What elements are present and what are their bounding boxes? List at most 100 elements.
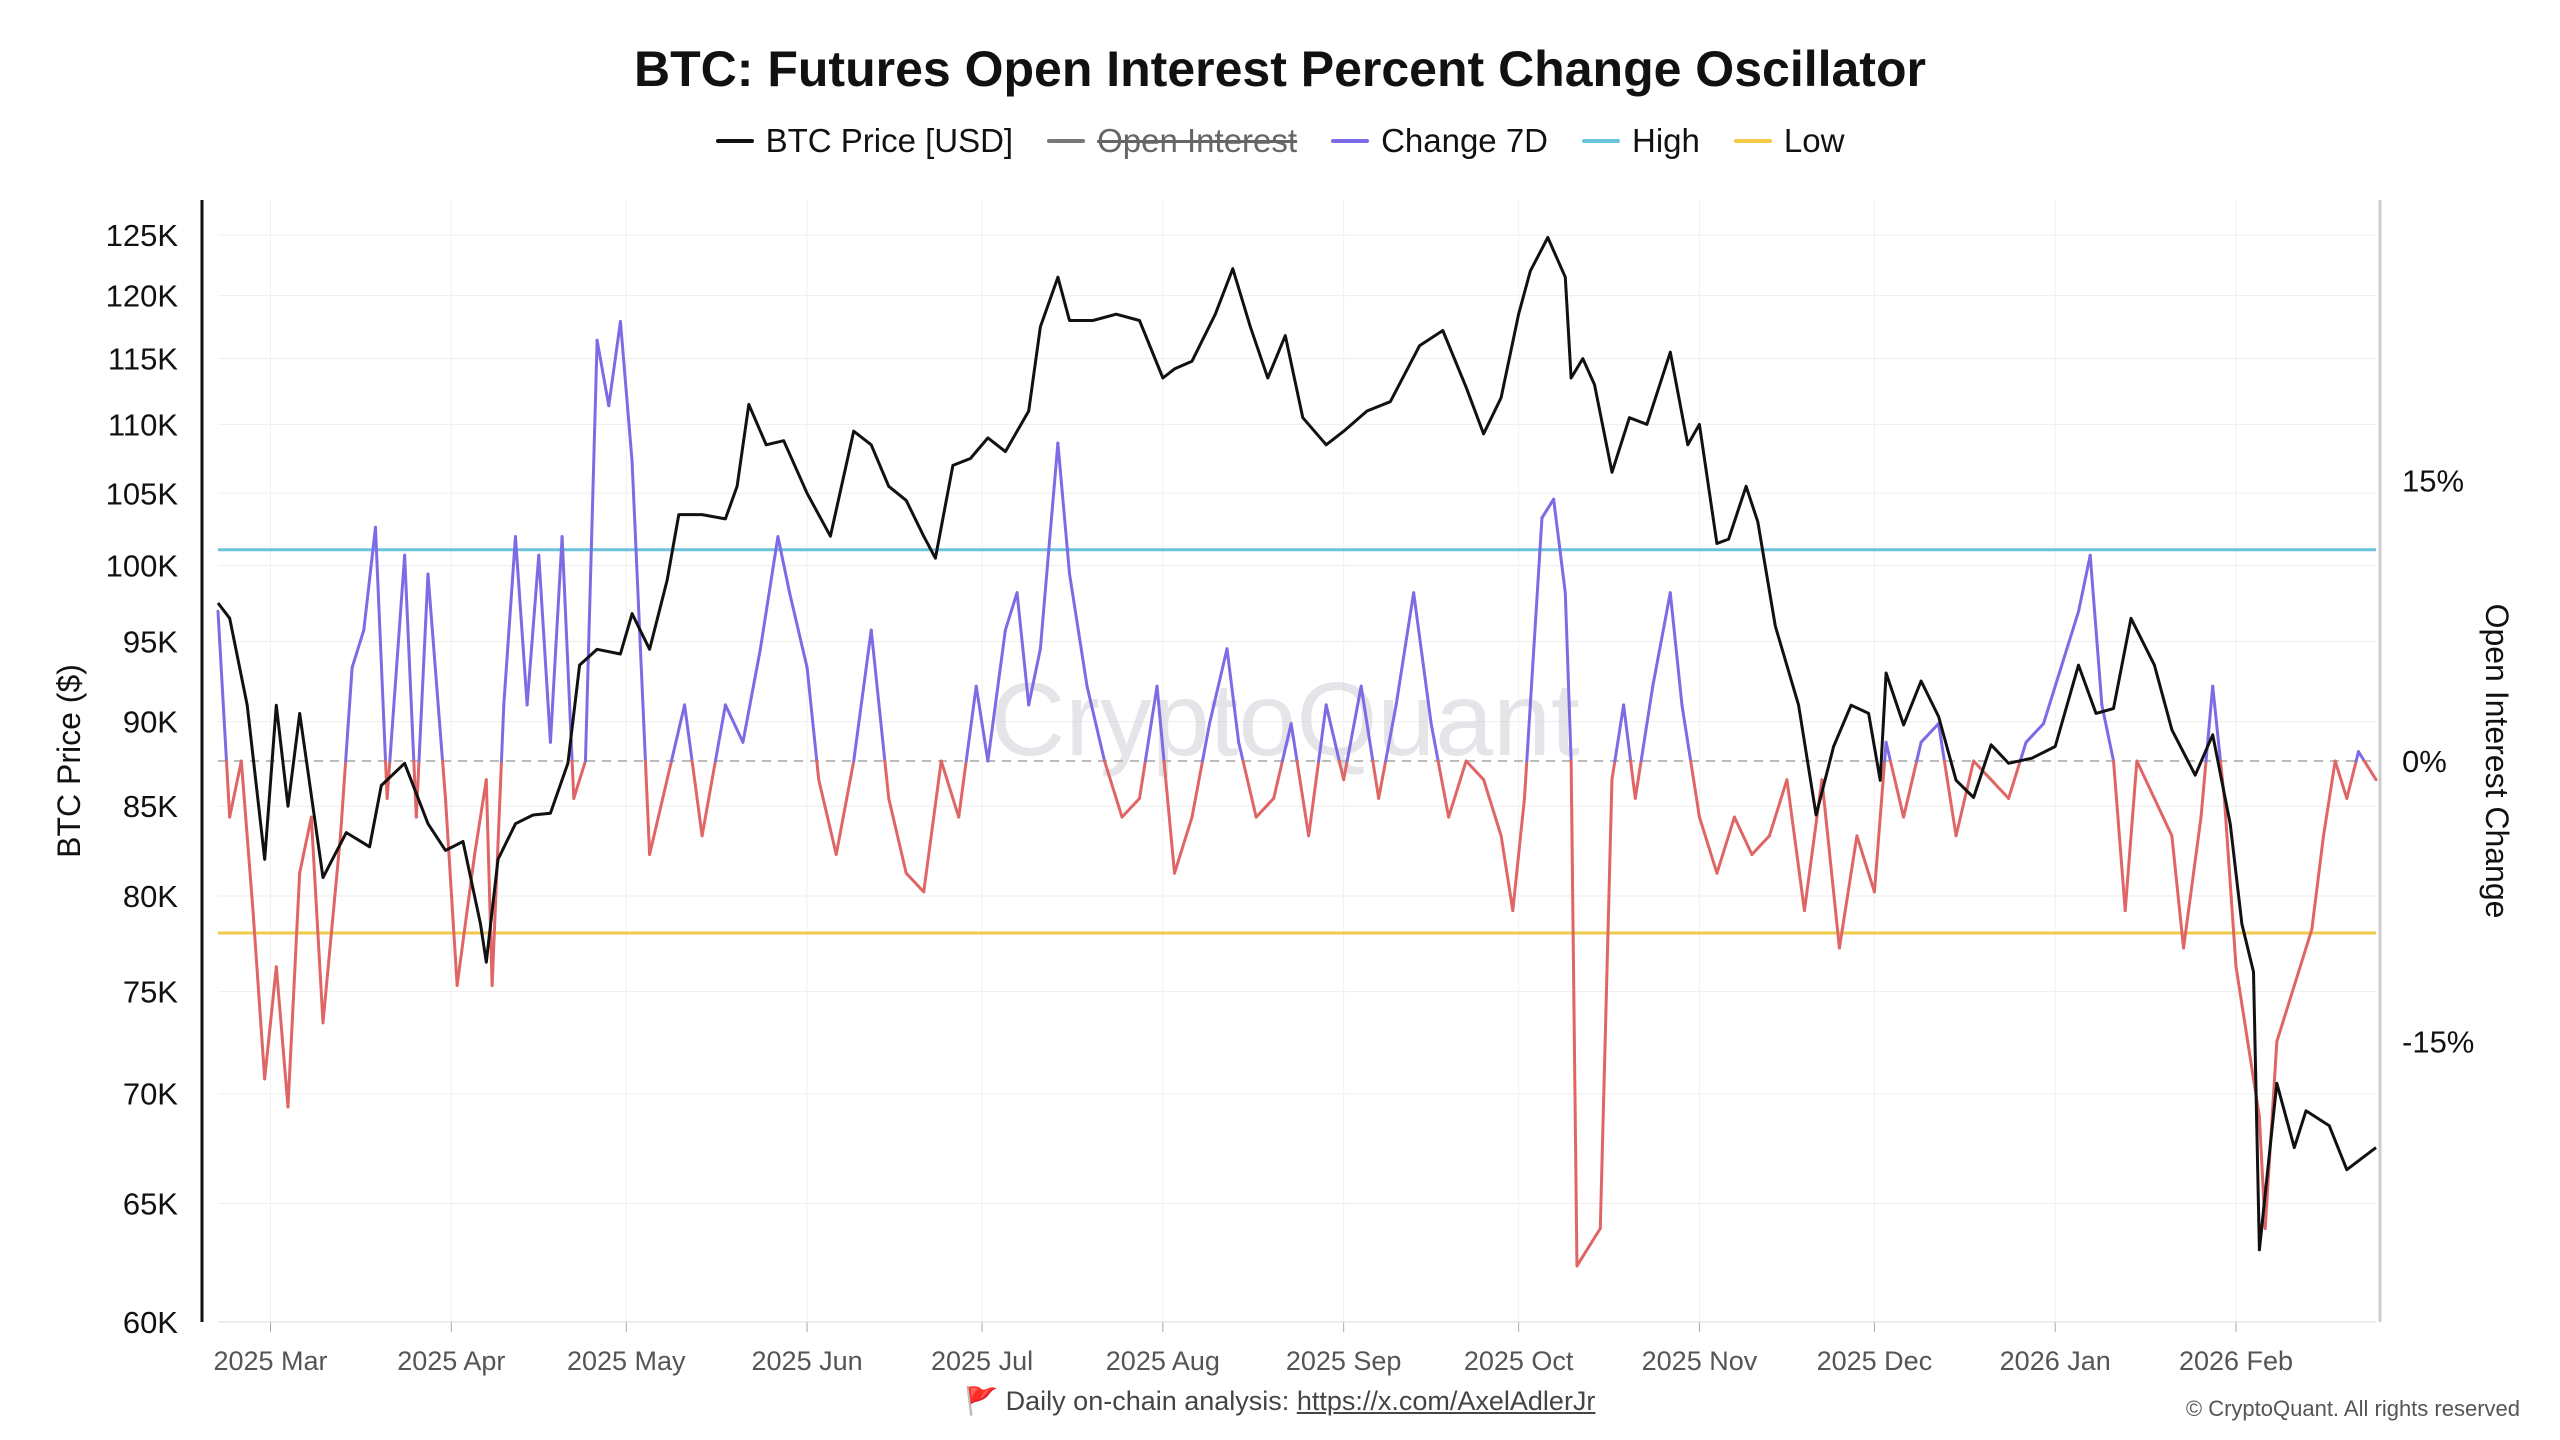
y-right-tick-label: 0% bbox=[2402, 744, 2447, 779]
legend-swatch-low bbox=[1733, 139, 1772, 143]
oscillator-segment bbox=[758, 535, 780, 651]
oscillator-segment bbox=[2170, 834, 2186, 950]
y-left-axis-title: BTC Price ($) bbox=[51, 664, 87, 858]
x-tick-label: 2025 Oct bbox=[1464, 1346, 1574, 1376]
oscillator-segment bbox=[513, 535, 529, 707]
oscillator-segment bbox=[228, 759, 243, 819]
oscillator-segment bbox=[904, 871, 926, 894]
oscillator-segment bbox=[2123, 759, 2139, 913]
oscillator-segment bbox=[1732, 815, 1754, 856]
oscillator-segment bbox=[2007, 759, 2022, 800]
oscillator-segment bbox=[417, 572, 430, 763]
oscillator-segment bbox=[373, 525, 388, 763]
y-right-tick-label: 15% bbox=[2402, 464, 2464, 499]
oscillator-segment bbox=[986, 628, 1007, 763]
x-tick-label: 2026 Feb bbox=[2179, 1346, 2293, 1376]
oscillator-segment bbox=[1750, 834, 1771, 856]
oscillator-segment bbox=[1027, 647, 1042, 707]
legend-swatch-btc-price bbox=[715, 139, 754, 143]
footer-link[interactable]: https://x.com/AxelAdlerJr bbox=[1296, 1386, 1596, 1416]
oscillator-segment bbox=[350, 628, 366, 669]
x-tick-label: 2025 Aug bbox=[1106, 1346, 1220, 1376]
oscillator-segment bbox=[1085, 684, 1107, 763]
oscillator-segment bbox=[1384, 703, 1398, 763]
oscillator-segment bbox=[1138, 759, 1147, 800]
oscillator-segment bbox=[1280, 722, 1293, 763]
oscillator-segment bbox=[263, 965, 278, 1081]
legend-item-open-interest[interactable]: Open Interest bbox=[1047, 122, 1297, 160]
oscillator-segment bbox=[2018, 740, 2028, 763]
oscillator-segment bbox=[1633, 759, 1643, 800]
oscillator-segment bbox=[1241, 759, 1258, 819]
x-tick-label: 2025 Dec bbox=[1817, 1346, 1933, 1376]
oscillator-segment bbox=[1377, 759, 1388, 800]
oscillator-segment bbox=[1613, 703, 1626, 763]
legend-item-low[interactable]: Low bbox=[1733, 122, 1844, 160]
oscillator-segment bbox=[788, 591, 809, 669]
oscillator-segment bbox=[630, 460, 647, 763]
oscillator-segment bbox=[1552, 497, 1567, 595]
oscillator-segment bbox=[1622, 703, 1633, 763]
oscillator-segment bbox=[1412, 591, 1433, 726]
oscillator-segment bbox=[2199, 759, 2208, 819]
y-left-tick-label: 65K bbox=[123, 1186, 178, 1221]
oscillator-segment bbox=[665, 759, 673, 782]
y-left-tick-label: 115K bbox=[108, 342, 178, 377]
oscillator-segment bbox=[426, 572, 445, 763]
oscillator-segment bbox=[1563, 591, 1573, 763]
oscillator-segment bbox=[1525, 516, 1544, 763]
oscillator-segment bbox=[618, 320, 634, 464]
oscillator-segment bbox=[1317, 703, 1328, 763]
oscillator-segment bbox=[1522, 759, 1529, 800]
legend-item-btc-price[interactable]: BTC Price [USD] bbox=[715, 122, 1013, 160]
oscillator-segment bbox=[2234, 965, 2250, 1043]
legend-swatch-open-interest bbox=[1047, 139, 1086, 143]
oscillator-segment bbox=[1295, 759, 1311, 838]
oscillator-segment bbox=[1680, 703, 1693, 763]
oscillator-segment bbox=[1919, 722, 1941, 744]
chart-legend: BTC Price [USD] Open Interest Change 7D … bbox=[0, 122, 2560, 160]
oscillator-segment bbox=[1289, 722, 1299, 763]
oscillator-segment bbox=[1254, 796, 1276, 819]
oscillator-segment bbox=[1820, 778, 1841, 950]
y-left-tick-label: 60K bbox=[123, 1305, 178, 1340]
oscillator-segment bbox=[414, 759, 421, 819]
oscillator-segment bbox=[1155, 684, 1166, 763]
oscillator-segment bbox=[1464, 759, 1486, 782]
oscillator-segment bbox=[2042, 666, 2063, 726]
oscillator-segment bbox=[1342, 759, 1349, 782]
oscillator-segment bbox=[455, 853, 477, 987]
oscillator-segment bbox=[1201, 722, 1212, 763]
legend-swatch-high bbox=[1582, 139, 1621, 143]
oscillator-segment bbox=[1767, 778, 1789, 838]
oscillator-segment bbox=[1307, 759, 1321, 838]
oscillator-segment bbox=[607, 320, 622, 408]
legend-item-change-7d[interactable]: Change 7D bbox=[1331, 122, 1548, 160]
oscillator-segment bbox=[344, 666, 354, 763]
oscillator-segment bbox=[1785, 778, 1806, 913]
oscillator-segment bbox=[669, 703, 687, 763]
oscillator-segment bbox=[964, 684, 978, 763]
x-tick-label: 2025 Nov bbox=[1642, 1346, 1758, 1376]
chart-title: BTC: Futures Open Interest Percent Chang… bbox=[634, 41, 1926, 97]
axis-layer: 60K 65K 70K 75K 80K 85K 90K 95K 100K 105K 110K 115K… bbox=[51, 200, 2515, 1376]
oscillator-segment bbox=[2152, 796, 2174, 838]
oscillator-segment bbox=[922, 759, 943, 894]
oscillator-segment bbox=[1668, 591, 1684, 707]
oscillator-segment bbox=[595, 338, 611, 408]
oscillator-segment bbox=[1715, 815, 1736, 875]
y-left-tick-label: 120K bbox=[106, 279, 179, 314]
oscillator-segment bbox=[1915, 740, 1923, 763]
y-left-tick-label: 110K bbox=[108, 407, 178, 442]
oscillator-segment bbox=[321, 834, 342, 1025]
legend-swatch-change-7d bbox=[1331, 139, 1370, 143]
grid-layer bbox=[218, 200, 2376, 1323]
oscillator-segment bbox=[583, 338, 599, 763]
oscillator-segment bbox=[216, 609, 228, 763]
x-tick-label: 2025 Jun bbox=[752, 1346, 863, 1376]
oscillator-segment bbox=[1120, 796, 1142, 819]
oscillator-segment bbox=[643, 759, 652, 856]
oscillator-segment bbox=[1324, 703, 1341, 763]
legend-item-high[interactable]: High bbox=[1582, 122, 1700, 160]
